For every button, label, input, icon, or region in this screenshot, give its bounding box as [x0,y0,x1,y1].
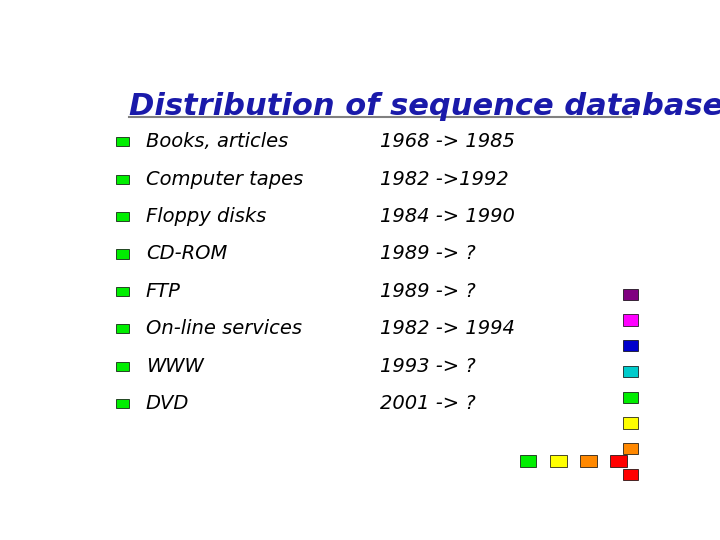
Text: DVD: DVD [145,394,189,413]
FancyBboxPatch shape [116,174,128,184]
Text: CD-ROM: CD-ROM [145,245,228,264]
FancyBboxPatch shape [550,455,567,467]
Text: 1982 ->1992: 1982 ->1992 [380,170,509,188]
FancyBboxPatch shape [116,212,128,221]
Text: 2001 -> ?: 2001 -> ? [380,394,476,413]
Text: 1989 -> ?: 1989 -> ? [380,245,476,264]
FancyBboxPatch shape [623,288,638,300]
FancyBboxPatch shape [116,399,128,408]
Text: Books, articles: Books, articles [145,132,288,151]
Text: 1968 -> 1985: 1968 -> 1985 [380,132,515,151]
FancyBboxPatch shape [520,455,536,467]
FancyBboxPatch shape [116,324,128,333]
Text: Floppy disks: Floppy disks [145,207,266,226]
Text: 1982 -> 1994: 1982 -> 1994 [380,319,515,339]
FancyBboxPatch shape [623,366,638,377]
FancyBboxPatch shape [116,137,128,146]
Text: 1984 -> 1990: 1984 -> 1990 [380,207,515,226]
Text: FTP: FTP [145,282,181,301]
Text: Computer tapes: Computer tapes [145,170,303,188]
FancyBboxPatch shape [580,455,597,467]
FancyBboxPatch shape [610,455,627,467]
FancyBboxPatch shape [116,249,128,259]
Text: WWW: WWW [145,357,204,376]
Text: 1993 -> ?: 1993 -> ? [380,357,476,376]
Text: Distribution of sequence databases: Distribution of sequence databases [129,92,720,121]
FancyBboxPatch shape [623,392,638,403]
FancyBboxPatch shape [116,362,128,371]
FancyBboxPatch shape [116,287,128,296]
FancyBboxPatch shape [623,417,638,429]
FancyBboxPatch shape [623,340,638,352]
FancyBboxPatch shape [623,443,638,454]
Text: On-line services: On-line services [145,319,302,339]
Text: 1989 -> ?: 1989 -> ? [380,282,476,301]
FancyBboxPatch shape [623,314,638,326]
FancyBboxPatch shape [623,469,638,480]
